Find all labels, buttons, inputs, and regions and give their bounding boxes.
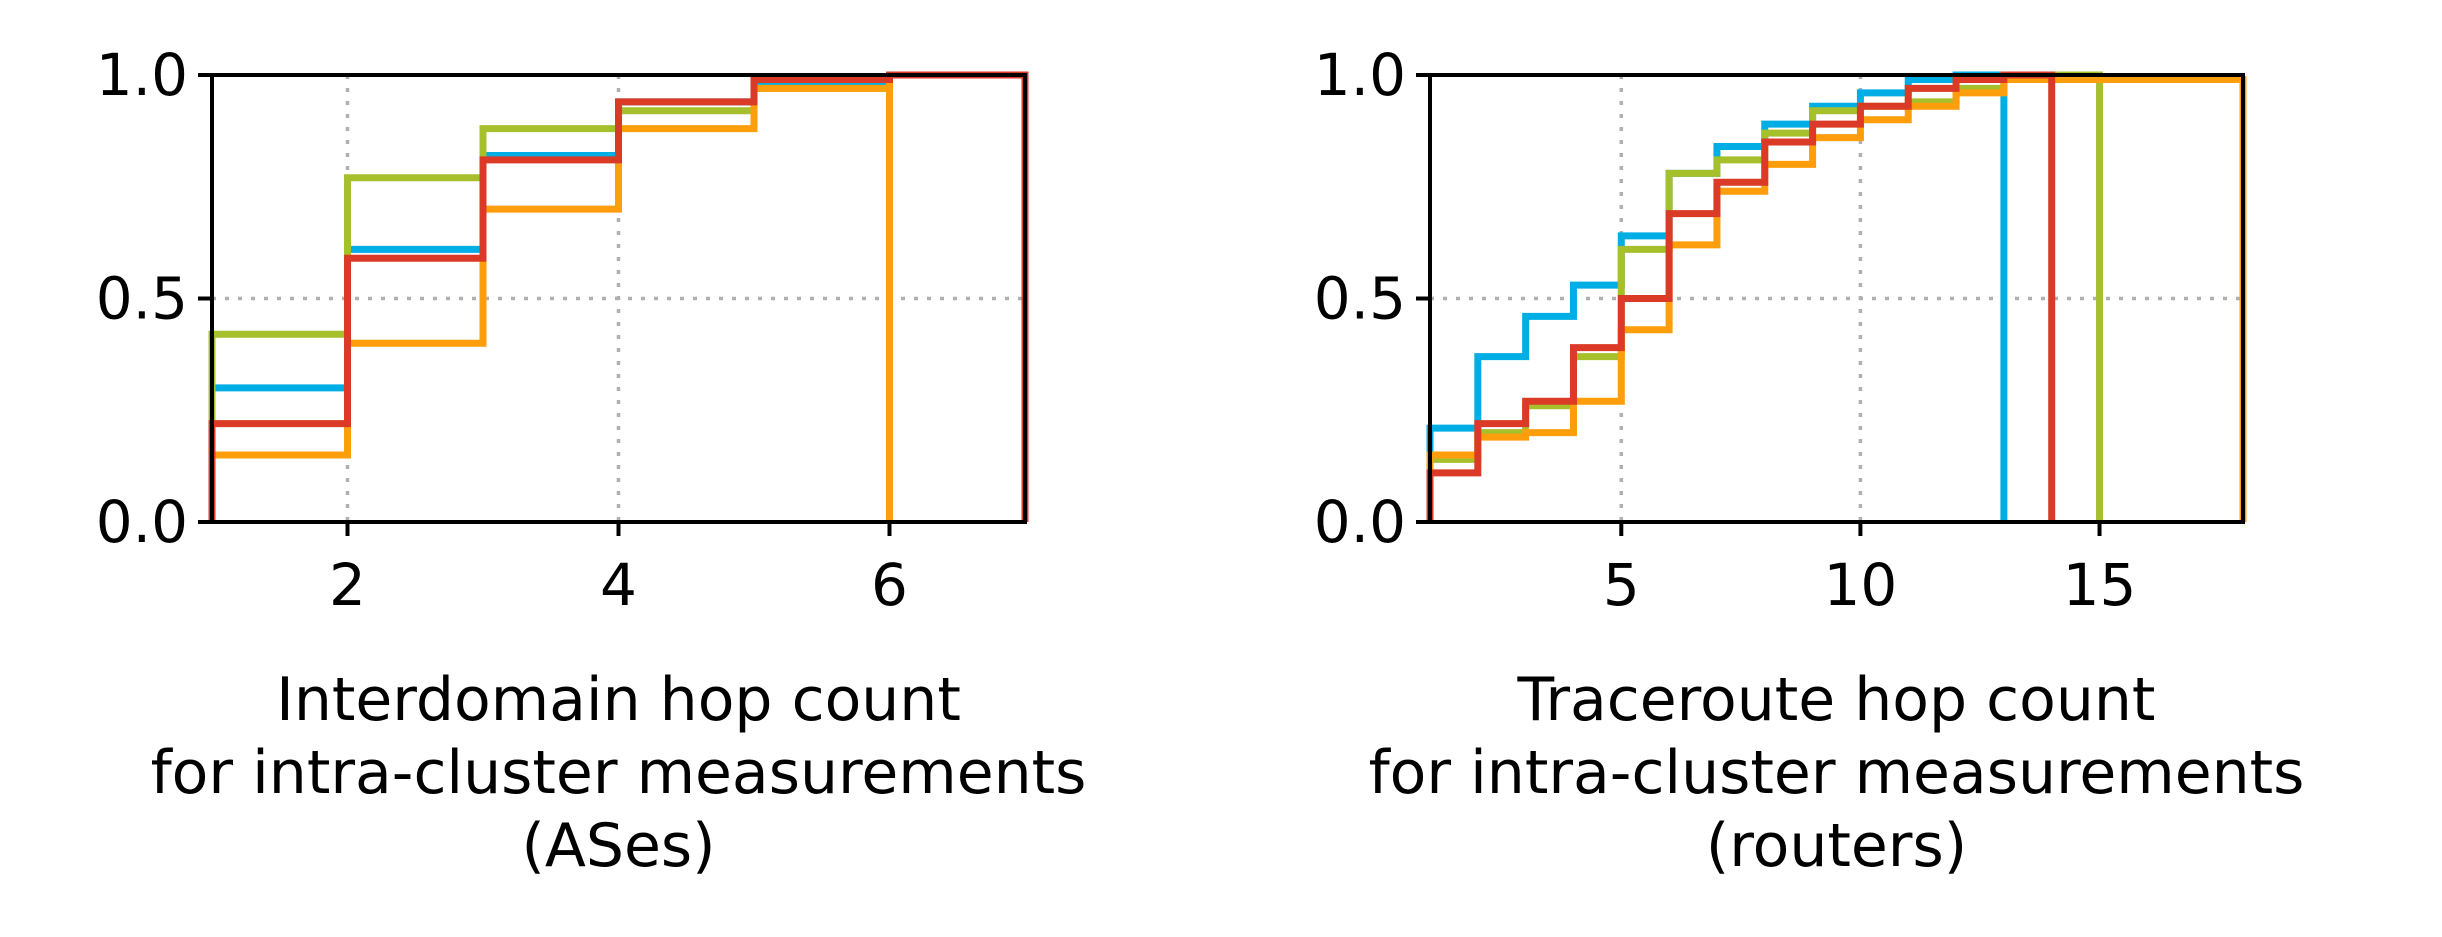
y-tick-label: 0.0 bbox=[1314, 488, 1406, 556]
y-tick-label: 1.0 bbox=[96, 41, 188, 109]
x-tick-label: 2 bbox=[329, 551, 366, 619]
y-tick-label: 0.5 bbox=[1314, 265, 1406, 333]
x-axis-label-line: (ASes) bbox=[521, 811, 715, 881]
x-axis-label-line: for intra-cluster measurements bbox=[1369, 738, 2305, 808]
x-tick-label: 15 bbox=[2063, 551, 2137, 619]
x-axis-label-line: Interdomain hop count bbox=[276, 665, 961, 735]
x-axis-label-line: (routers) bbox=[1706, 811, 1967, 881]
y-tick-label: 0.0 bbox=[96, 488, 188, 556]
y-tick-label: 0.5 bbox=[96, 265, 188, 333]
x-tick-label: 10 bbox=[1824, 551, 1898, 619]
x-axis-label-line: Traceroute hop count bbox=[1517, 665, 2156, 735]
x-tick-label: 6 bbox=[871, 551, 908, 619]
x-tick-label: 5 bbox=[1603, 551, 1640, 619]
series-line-4 bbox=[1426, 71, 2056, 522]
series-line-3 bbox=[1426, 75, 2247, 522]
x-axis-label-line: for intra-cluster measurements bbox=[151, 738, 1087, 808]
x-tick-label: 4 bbox=[600, 551, 637, 619]
series-line-3 bbox=[208, 75, 893, 522]
y-tick-label: 1.0 bbox=[1314, 41, 1406, 109]
